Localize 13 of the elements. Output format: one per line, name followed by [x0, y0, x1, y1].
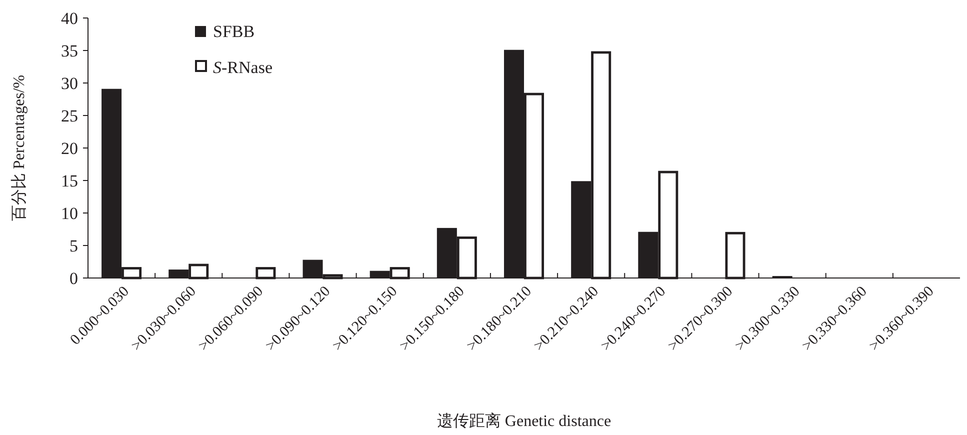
y-tick-label: 20 [61, 139, 78, 158]
y-tick-label: 0 [70, 269, 78, 288]
y-tick-label: 30 [61, 74, 78, 93]
legend-label: SFBB [213, 22, 255, 41]
y-tick-label: 5 [70, 236, 78, 256]
x-axis-title: 遗传距离 Genetic distance [436, 412, 612, 430]
y-tick-label: 15 [61, 172, 78, 190]
y-tick-label: 25 [61, 106, 78, 126]
y-tick-label: 35 [61, 42, 78, 60]
y-axis-title: 百分比 Percentages/% [10, 74, 28, 222]
y-tick-label: 40 [61, 9, 78, 28]
legend-label: S-RNase [213, 58, 272, 77]
y-tick-label: 10 [61, 204, 78, 223]
